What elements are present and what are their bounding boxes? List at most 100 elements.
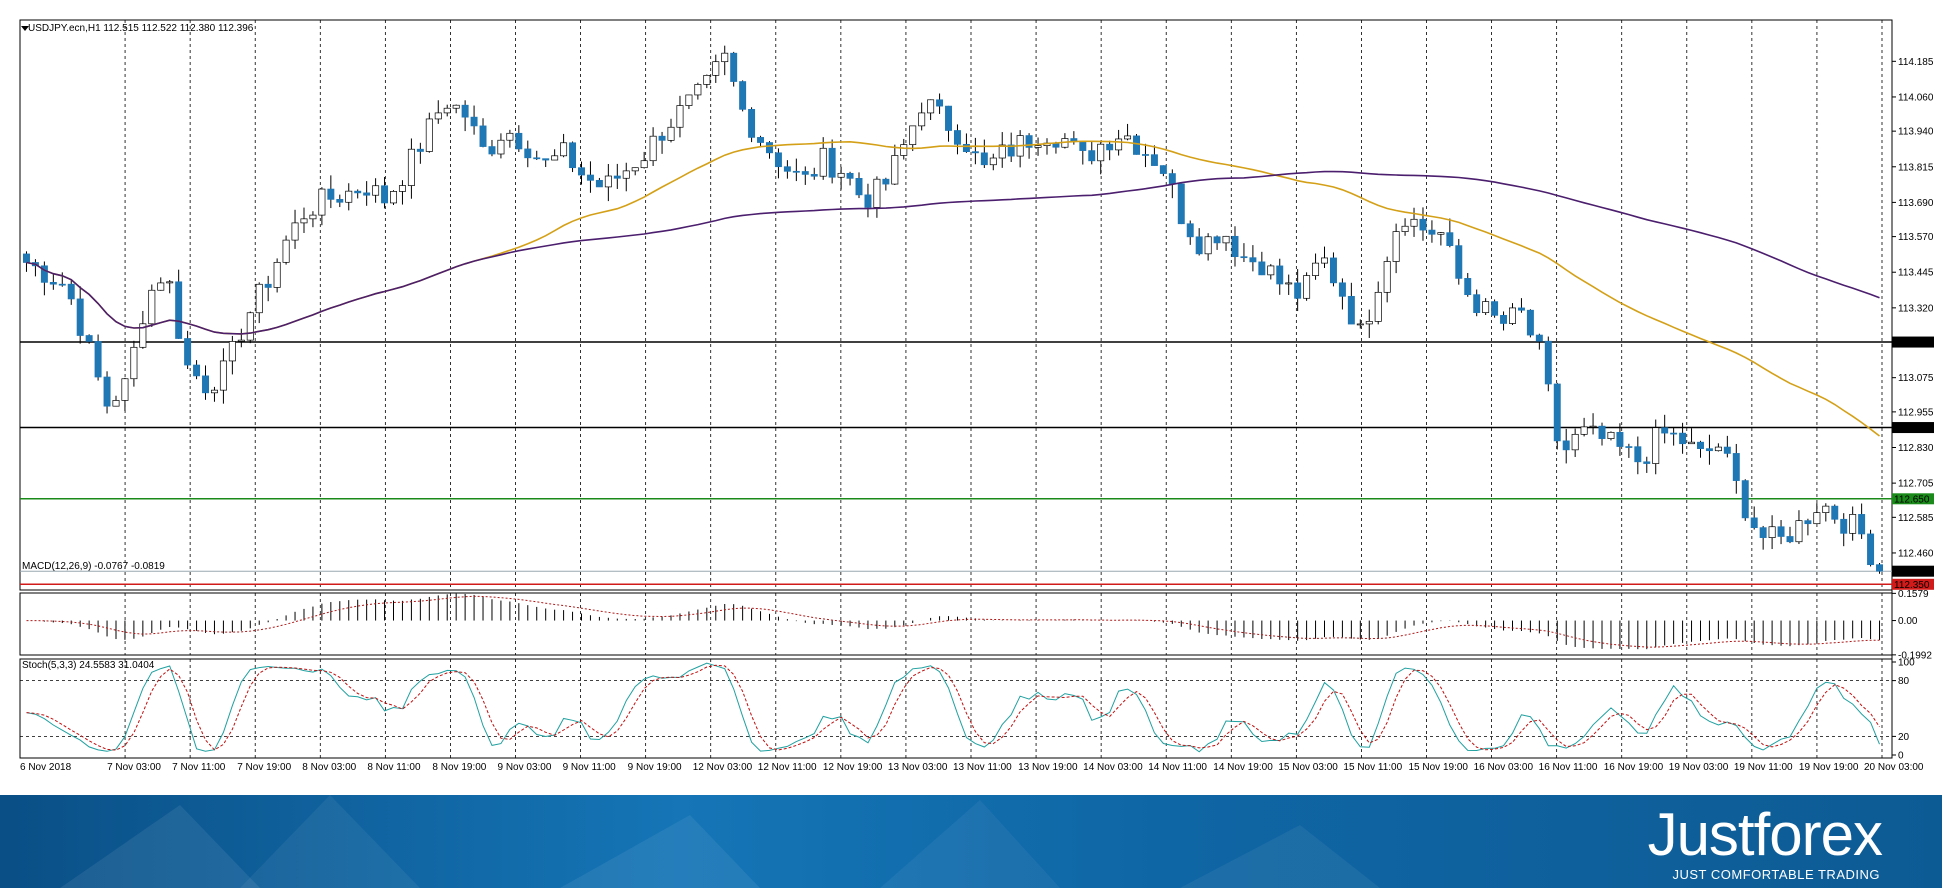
time-tick-label: 16 Nov 11:00 [1539, 762, 1598, 773]
stoch-tick-label: 80 [1898, 676, 1910, 687]
candle-body [1876, 564, 1884, 572]
candle-body [184, 338, 192, 366]
price-tick-label: 113.320 [1898, 303, 1934, 314]
candle-body [1813, 512, 1821, 525]
candle-body [425, 118, 433, 152]
candle-body [1222, 235, 1230, 244]
candle-body [1661, 427, 1669, 434]
time-tick-label: 14 Nov 11:00 [1148, 762, 1207, 773]
candle-body [139, 323, 147, 348]
stochastic-pane: 100 80 20 0 [20, 658, 1915, 762]
stoch-main-line [26, 662, 1880, 753]
candle-body [1115, 138, 1123, 151]
candle-body [560, 142, 568, 157]
candle-body [58, 283, 66, 286]
candle-body [542, 158, 550, 161]
candle-body [810, 174, 818, 177]
candle-body [1231, 235, 1239, 258]
candle-body [1007, 144, 1015, 157]
pane-frame [19, 19, 1893, 591]
time-tick-label: 8 Nov 03:00 [302, 762, 356, 773]
candle-body [219, 360, 227, 391]
candle-body [1786, 536, 1794, 543]
candle-body [210, 389, 218, 394]
candle-body [945, 105, 953, 131]
time-tick-label: 13 Nov 19:00 [1018, 762, 1078, 773]
candle-body [237, 339, 245, 342]
candle-body [1329, 257, 1337, 284]
candle-body [721, 52, 729, 63]
candle-body [1204, 236, 1212, 255]
macd-signal-line [26, 595, 1880, 648]
collapse-arrow-icon[interactable] [21, 26, 29, 31]
candle-body [515, 132, 523, 150]
candle-body [918, 112, 926, 127]
candle-body [1285, 282, 1293, 285]
candle-body [757, 137, 765, 143]
stoch-title: Stoch(5,3,3) 24.5583 31.0404 [22, 660, 155, 671]
candle-body [1858, 514, 1866, 535]
candle-body [685, 94, 693, 106]
candle-body [837, 172, 845, 178]
time-tick-label: 7 Nov 19:00 [237, 762, 291, 773]
candle-body [936, 99, 944, 107]
candle-body [1097, 143, 1105, 162]
time-tick-label: 9 Nov 11:00 [563, 762, 617, 773]
candle-body [1133, 135, 1140, 155]
time-tick-label: 12 Nov 11:00 [758, 762, 817, 773]
candle-body [855, 178, 863, 196]
candle-body [748, 108, 756, 138]
candle-body [452, 104, 460, 109]
candle-body [1553, 383, 1561, 442]
candle-body [658, 135, 666, 141]
candle-body [1670, 432, 1678, 435]
stoch-signal-line [26, 664, 1880, 751]
time-tick-label: 8 Nov 11:00 [367, 762, 421, 773]
candle-body [1759, 527, 1767, 538]
candle-body [67, 283, 75, 300]
candle-body [157, 282, 165, 291]
price-tick-label: 113.445 [1898, 268, 1934, 279]
candle-body [1249, 257, 1257, 263]
candle-body [703, 74, 711, 85]
time-tick-label: 7 Nov 11:00 [172, 762, 226, 773]
price-pane: 113.200 112.900 112.650 112.350 112.396 [20, 45, 1934, 591]
candle-body [980, 152, 988, 166]
candle-body [1509, 307, 1516, 324]
price-pane-title: USDJPY.ecn,H1 112.515 112.522 112.380 11… [28, 23, 254, 34]
candle-body [1688, 441, 1696, 445]
candle-body [381, 185, 389, 204]
level-tag-label: 112.900 [1894, 423, 1930, 434]
macd-tick-label: 0.00 [1898, 616, 1918, 627]
time-tick-label: 9 Nov 03:00 [498, 762, 552, 773]
candle-body [1419, 218, 1427, 231]
candle-body [1258, 261, 1266, 276]
candle-body [1867, 533, 1875, 566]
price-tick-label: 114.060 [1898, 92, 1934, 103]
candle-body [202, 375, 209, 394]
candle-body [604, 175, 612, 188]
candle-body [900, 144, 908, 156]
candle-body [470, 116, 478, 127]
candle-body [479, 125, 487, 147]
candle-body [121, 378, 129, 401]
candle-body [1312, 262, 1320, 276]
time-tick-label: 16 Nov 03:00 [1474, 762, 1534, 773]
candle-body [613, 175, 621, 179]
price-tick-label: 112.955 [1898, 407, 1934, 418]
candle-body [1455, 245, 1463, 279]
candle-body [962, 143, 970, 153]
time-tick-label: 19 Nov 11:00 [1734, 762, 1793, 773]
time-tick-label: 12 Nov 19:00 [823, 762, 883, 773]
candle-body [909, 125, 917, 145]
candle-body [533, 157, 541, 160]
candle-body [551, 155, 559, 161]
candle-body [801, 171, 809, 175]
time-tick-label: 19 Nov 03:00 [1669, 762, 1729, 773]
candle-body [354, 190, 362, 194]
candle-body [1186, 223, 1194, 238]
candle-body [112, 400, 120, 407]
candle-body [1795, 520, 1803, 543]
candle-body [667, 126, 675, 141]
candle-body [631, 167, 639, 172]
